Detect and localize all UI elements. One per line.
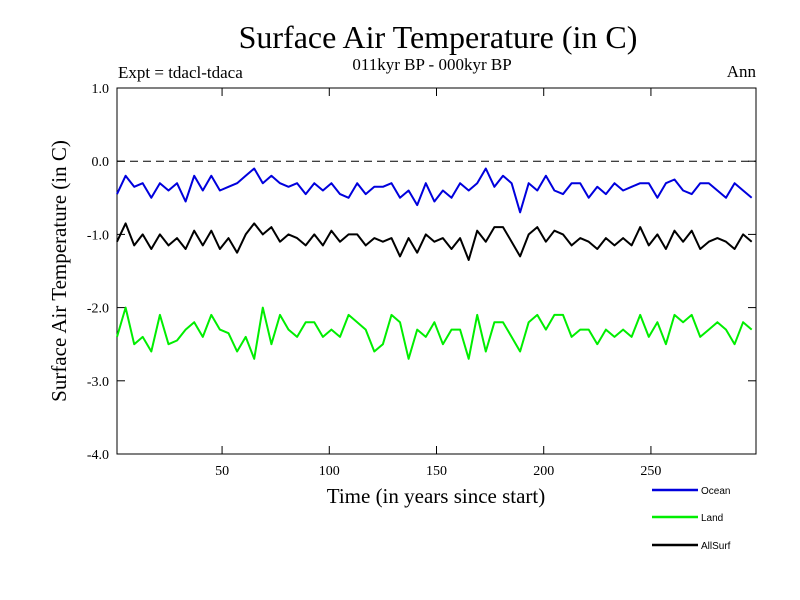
y-tick-label: 1.0 bbox=[92, 82, 110, 97]
experiment-label: Expt = tdacl-tdaca bbox=[118, 63, 243, 82]
legend: Ocean Land AllSurf bbox=[652, 486, 731, 552]
chart-subtitle: 011kyr BP - 000kyr BP bbox=[352, 55, 511, 74]
y-axis-label: Surface Air Temperature (in C) bbox=[47, 140, 71, 402]
legend-label-land: Land bbox=[701, 513, 723, 524]
y-tick-label: -2.0 bbox=[87, 302, 109, 317]
plot-frame bbox=[116, 87, 757, 455]
series-line-land bbox=[116, 306, 753, 360]
y-tick-label: 0.0 bbox=[92, 155, 110, 170]
y-tick-label: -4.0 bbox=[87, 448, 109, 463]
x-tick-label: 150 bbox=[426, 464, 447, 479]
season-label: Ann bbox=[727, 62, 757, 81]
y-tick-label: -3.0 bbox=[87, 375, 109, 390]
x-axis-label: Time (in years since start) bbox=[327, 484, 546, 508]
legend-label-allsurf: AllSurf bbox=[701, 541, 731, 552]
x-tick-label: 100 bbox=[319, 464, 340, 479]
series-line-ocean bbox=[116, 167, 753, 214]
x-tick-label: 200 bbox=[533, 464, 554, 479]
x-tick-label: 50 bbox=[215, 464, 229, 479]
legend-label-ocean: Ocean bbox=[701, 486, 730, 497]
y-tick-label: -1.0 bbox=[87, 228, 109, 243]
series-line-allsurf bbox=[116, 222, 753, 261]
plot-area: 1.0 0.0 -1.0 -2.0 -3.0 -4.0 50 100 150 200 250 bbox=[87, 82, 757, 479]
x-tick-label: 250 bbox=[640, 464, 661, 479]
chart-title: Surface Air Temperature (in C) bbox=[239, 19, 638, 55]
